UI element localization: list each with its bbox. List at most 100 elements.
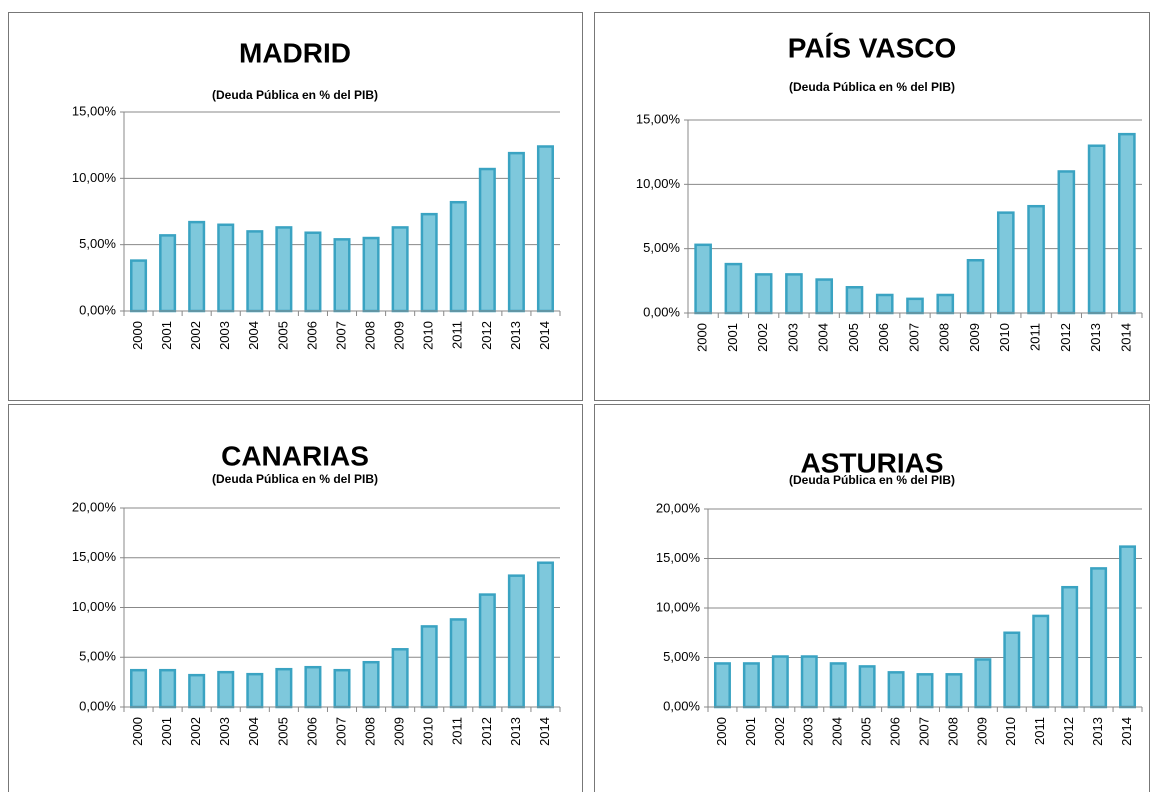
bar xyxy=(536,145,554,313)
bar xyxy=(713,662,731,709)
bar xyxy=(246,230,264,313)
x-tick-label: 2001 xyxy=(159,717,174,746)
bar xyxy=(1057,170,1076,315)
y-tick-label: 10,00% xyxy=(72,170,117,185)
x-tick-label: 2013 xyxy=(1090,717,1105,746)
bar xyxy=(996,211,1015,315)
bar xyxy=(1032,614,1050,709)
x-tick-label: 2008 xyxy=(945,717,960,746)
bar xyxy=(1061,585,1079,709)
x-tick-label: 2014 xyxy=(537,321,552,350)
x-tick-label: 2003 xyxy=(217,321,232,350)
x-tick-label: 2010 xyxy=(1003,717,1018,746)
chart-subtitle: (Deuda Pública en % del PIB) xyxy=(212,88,378,102)
y-tick-label: 0,00% xyxy=(79,302,116,317)
x-tick-label: 2011 xyxy=(450,321,465,349)
y-tick-label: 20,00% xyxy=(656,500,701,515)
x-tick-label: 2001 xyxy=(725,323,740,352)
bar xyxy=(333,238,351,313)
bar xyxy=(130,668,148,709)
x-tick-label: 2004 xyxy=(830,717,845,746)
y-tick-label: 5,00% xyxy=(79,236,116,251)
bar xyxy=(246,672,264,709)
y-tick-label: 0,00% xyxy=(643,304,680,319)
x-tick-label: 2011 xyxy=(1028,323,1043,351)
panel xyxy=(594,12,1150,401)
bar xyxy=(536,561,554,709)
x-tick-label: 2003 xyxy=(801,717,816,746)
bar xyxy=(724,262,743,315)
bar xyxy=(1087,144,1106,315)
y-tick-label: 10,00% xyxy=(656,599,701,614)
y-tick-label: 15,00% xyxy=(72,103,117,118)
bar xyxy=(966,258,985,315)
bar xyxy=(478,593,496,709)
bar xyxy=(449,618,467,709)
x-tick-label: 2009 xyxy=(392,321,407,350)
x-tick-label: 2003 xyxy=(217,717,232,746)
bar xyxy=(785,273,803,315)
x-tick-label: 2006 xyxy=(304,717,319,746)
y-tick-label: 5,00% xyxy=(643,240,680,255)
x-tick-label: 2007 xyxy=(333,321,348,350)
bar xyxy=(906,297,924,315)
x-tick-label: 2002 xyxy=(188,717,203,746)
x-tick-label: 2010 xyxy=(997,323,1012,352)
chart-subtitle: (Deuda Pública en % del PIB) xyxy=(789,473,955,487)
bar xyxy=(694,243,712,315)
y-tick-label: 20,00% xyxy=(72,499,117,514)
bar xyxy=(974,658,992,709)
chart-title: MADRID xyxy=(239,37,351,68)
bar xyxy=(1090,567,1108,709)
x-tick-label: 2003 xyxy=(785,323,800,352)
bar xyxy=(391,648,409,709)
x-tick-label: 2005 xyxy=(275,321,290,350)
x-tick-label: 2009 xyxy=(974,717,989,746)
x-tick-label: 2010 xyxy=(421,321,436,350)
x-tick-label: 2012 xyxy=(1061,717,1076,746)
x-tick-label: 2007 xyxy=(906,323,921,352)
x-tick-label: 2008 xyxy=(363,321,378,350)
bar xyxy=(507,574,525,709)
chart-title: ASTURIAS xyxy=(800,447,943,478)
y-tick-label: 10,00% xyxy=(636,176,681,191)
y-tick-label: 15,00% xyxy=(656,550,701,565)
x-tick-label: 2013 xyxy=(508,321,523,350)
y-tick-label: 5,00% xyxy=(79,649,116,664)
x-tick-label: 2001 xyxy=(743,717,758,746)
chart-title: PAÍS VASCO xyxy=(788,32,957,63)
bar xyxy=(858,665,876,709)
bar xyxy=(845,286,864,315)
bar xyxy=(1003,631,1021,709)
y-tick-label: 0,00% xyxy=(663,698,700,713)
bar xyxy=(217,670,235,709)
bar xyxy=(507,151,525,313)
bar xyxy=(936,293,955,315)
x-tick-label: 2012 xyxy=(479,321,494,350)
x-tick-label: 2004 xyxy=(816,323,831,352)
x-tick-label: 2009 xyxy=(392,717,407,746)
y-tick-label: 5,00% xyxy=(663,649,700,664)
bar xyxy=(275,226,293,313)
x-tick-label: 2000 xyxy=(130,321,145,350)
x-tick-label: 2008 xyxy=(937,323,952,352)
bar xyxy=(800,655,818,709)
x-tick-label: 2012 xyxy=(479,717,494,746)
bar xyxy=(333,668,351,709)
x-tick-label: 2007 xyxy=(916,717,931,746)
panel xyxy=(8,12,583,401)
bar xyxy=(945,673,963,709)
y-tick-label: 15,00% xyxy=(72,549,117,564)
bar xyxy=(771,655,789,709)
bar xyxy=(188,673,206,709)
x-tick-label: 2005 xyxy=(275,717,290,746)
x-tick-label: 2004 xyxy=(246,717,261,746)
x-tick-label: 2001 xyxy=(159,321,174,350)
bar xyxy=(742,662,760,709)
x-tick-label: 2008 xyxy=(363,717,378,746)
bar xyxy=(449,200,467,313)
bar xyxy=(815,278,834,315)
bar xyxy=(887,671,905,709)
x-tick-label: 2000 xyxy=(714,717,729,746)
